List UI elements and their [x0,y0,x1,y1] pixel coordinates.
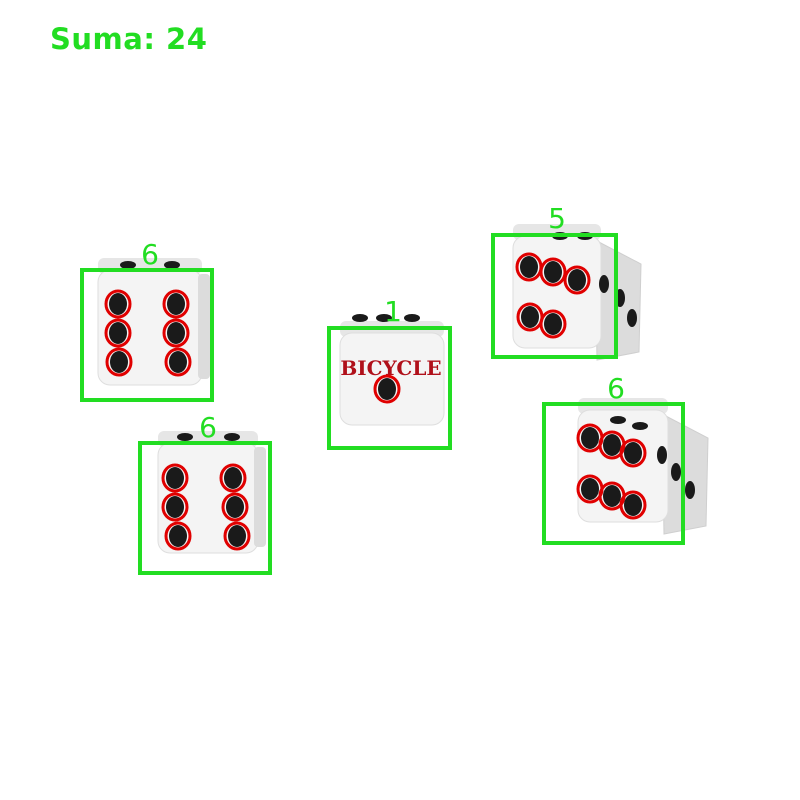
pip [544,313,562,335]
die-top-pip [164,261,180,269]
pip [378,378,396,400]
die-side-face [198,274,210,379]
detection-label: 1 [384,295,402,328]
die-side-pip [671,463,681,481]
pip [228,525,246,547]
die-top-pip [120,261,136,269]
pip [166,467,184,489]
pip [624,442,642,464]
die-side-pip [657,446,667,464]
die-side-pip [685,481,695,499]
pip [581,478,599,500]
sum-label: Suma: 24 [50,22,208,56]
pip-detection-outline [619,490,647,520]
detection-label: 5 [548,202,566,235]
pip [167,322,185,344]
pip [521,306,539,328]
die-top-pip [404,314,420,322]
pip [166,496,184,518]
die-front-face [577,409,669,523]
pip-detection-outline [223,521,251,551]
die-top-pip [177,433,193,441]
die-top-pip [632,422,648,430]
pip [520,256,538,278]
die-top-pip [376,314,392,322]
detection-box [542,402,685,545]
pip [624,494,642,516]
pip-detection-outline [563,265,591,295]
pip-detection-outline [164,521,192,551]
detection-box [327,326,452,450]
pip [603,485,621,507]
pip [568,269,586,291]
pip-detection-outline [161,463,189,493]
die-side-pip [627,309,637,327]
pip-detection-outline [104,318,132,348]
pip-detection-outline [164,347,192,377]
die-4: 5 [491,202,642,361]
pip [544,261,562,283]
die-top-pip [352,314,368,322]
pip-detection-outline [219,463,247,493]
pip-detection-outline [104,289,132,319]
detection-box [491,233,618,359]
pip [109,293,127,315]
pip-detection-outline [162,289,190,319]
die-top-pip [224,433,240,441]
pip [109,322,127,344]
pip-detection-outline [373,374,401,404]
pip [226,496,244,518]
detection-box [138,441,272,575]
pip-detection-outline [105,347,133,377]
pip [167,293,185,315]
pip [169,525,187,547]
pip-detection-outline [221,492,249,522]
pip [581,427,599,449]
pip [110,351,128,373]
detection-label: 6 [607,372,625,405]
die-top-pip [610,416,626,424]
pip-detection-outline [161,492,189,522]
die-side-face [254,447,266,547]
pip-detection-outline [539,309,567,339]
pip [169,351,187,373]
pip-detection-outline [619,438,647,468]
detection-label: 6 [199,411,217,444]
die-2: 6 [138,411,272,575]
pip [224,467,242,489]
die-5: 6 [542,372,709,545]
detection-box [80,268,214,402]
pip-detection-outline [162,318,190,348]
pip-detection-outline [539,257,567,287]
die-front-face [339,332,445,426]
die-side-pip [599,275,609,293]
detection-label: 6 [141,238,159,271]
die-1: 6 [80,238,214,402]
pip [603,434,621,456]
